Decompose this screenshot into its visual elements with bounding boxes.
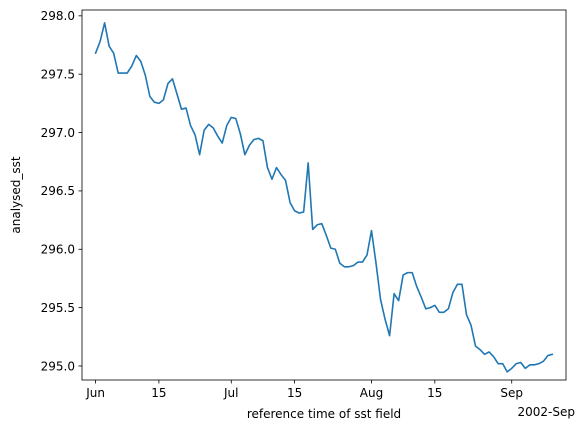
x-tick-label: Jul [223,386,238,400]
x-tick-label: 15 [427,386,442,400]
y-tick-label: 296.0 [41,243,75,257]
x-axis-offset-label: 2002-Sep [518,405,576,419]
x-tick-label: 15 [151,386,166,400]
x-tick-label: Jun [85,386,105,400]
x-axis: Jun 15 Jul 15 Aug 15 Sep [85,380,523,400]
y-tick-label: 295.5 [41,301,75,315]
x-tick-label: Sep [500,386,523,400]
y-tick-label: 296.5 [41,184,75,198]
plot-frame [81,9,567,381]
y-tick-label: 295.0 [41,359,75,373]
series-line [94,22,554,373]
y-tick-label: 297.5 [41,67,75,81]
y-axis-label: analysed_sst [9,156,23,234]
y-tick-label: 297.0 [41,126,75,140]
y-axis: 295.0 295.5 296.0 296.5 297.0 297.5 298.0 [41,9,82,373]
y-tick-label: 298.0 [41,9,75,23]
x-tick-label: 15 [287,386,302,400]
x-tick-label: Aug [360,386,383,400]
x-axis-label: reference time of sst field [247,407,401,421]
plot-lines [94,22,554,373]
